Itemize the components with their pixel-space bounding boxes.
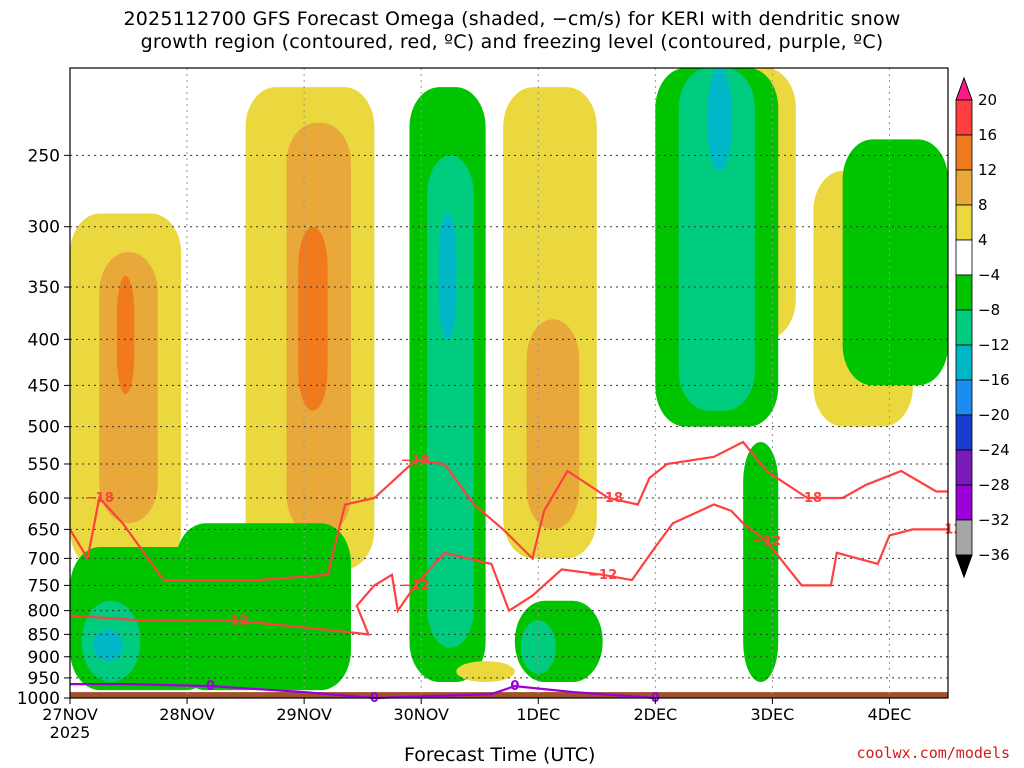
contour-label: 0 [510, 679, 519, 694]
x-tick-label: 2DEC [633, 705, 677, 724]
colorbar-segment [955, 274, 973, 311]
x-tick-label: 4DEC [868, 705, 912, 724]
colorbar-label: 4 [978, 231, 988, 249]
colorbar-label: −4 [978, 266, 1000, 284]
dgz-contour [69, 440, 948, 582]
contour-label: −12 [401, 578, 430, 593]
colorbar-label: 12 [978, 161, 997, 179]
x-tick-label: 29NOV [276, 705, 332, 724]
omega-shaded-region [678, 68, 755, 411]
colorbar-bottom-triangle [955, 554, 973, 579]
x-tick-sublabel: 2025 [50, 723, 91, 742]
ground-band [70, 692, 948, 698]
omega-shaded-region [526, 319, 580, 530]
dgz-contour [69, 503, 948, 636]
colorbar-label: −12 [978, 336, 1010, 354]
y-tick-label: 900 [28, 648, 60, 668]
colorbar-label: −16 [978, 371, 1010, 389]
contour-label: −18 [793, 491, 822, 506]
x-axis-label: Forecast Time (UTC) [404, 744, 596, 766]
x-tick-label: 1DEC [516, 705, 560, 724]
omega-shaded-region [116, 275, 135, 395]
omega-shaded-region [520, 620, 556, 674]
contour-label: −12 [588, 568, 617, 583]
colorbar-segment [955, 134, 973, 171]
omega-shaded-region [743, 442, 779, 683]
colorbar-segment [955, 484, 973, 521]
y-tick-label: 500 [28, 418, 60, 438]
y-tick-label: 400 [28, 330, 60, 350]
y-tick-label: 300 [28, 218, 60, 238]
plot-frame [69, 67, 949, 699]
y-tick-label: 850 [28, 625, 60, 645]
chart-title-line1: 2025112700 GFS Forecast Omega (shaded, −… [123, 8, 901, 30]
omega-shaded-region [298, 226, 328, 411]
y-tick-label: 650 [28, 520, 60, 540]
chart-title-line2: growth region (contoured, red, ºC) and f… [140, 31, 884, 53]
contour-label: −12 [752, 534, 781, 549]
colorbar-label: −32 [978, 511, 1010, 529]
x-tick-label: 30NOV [393, 705, 449, 724]
omega-shaded-region [708, 68, 732, 171]
contour-label: 0 [206, 679, 215, 694]
colorbar-label: −36 [978, 546, 1010, 564]
x-tick-label: 3DEC [751, 705, 795, 724]
colorbar-label: 16 [978, 126, 997, 144]
colorbar-segment [955, 169, 973, 206]
colorbar-label: −24 [978, 441, 1010, 459]
y-tick-label: 250 [28, 146, 60, 166]
colorbar-segment [955, 449, 973, 486]
omega-shaded-region [842, 139, 948, 386]
colorbar-label: −28 [978, 476, 1010, 494]
colorbar-segment [955, 239, 973, 276]
colorbar-label: −20 [978, 406, 1010, 424]
y-tick-label: 450 [28, 376, 60, 396]
omega-shaded-region [175, 523, 351, 691]
omega-shaded-region [456, 661, 515, 683]
y-tick-label: 550 [28, 455, 60, 475]
y-tick-label: 800 [28, 602, 60, 622]
colorbar-segment [955, 414, 973, 451]
colorbar-segment [955, 519, 973, 556]
colorbar-segment [955, 99, 973, 136]
y-tick-label: 1000 [17, 689, 60, 709]
omega-shaded-region [438, 213, 457, 340]
contour-label: −18 [401, 453, 430, 468]
x-tick-label: 28NOV [159, 705, 215, 724]
y-tick-label: 750 [28, 576, 60, 596]
colorbar-label: 8 [978, 196, 988, 214]
contour-label: −18 [594, 491, 623, 506]
contour-label: −18 [85, 491, 114, 506]
colorbar-segment [955, 344, 973, 381]
colorbar-segment [955, 309, 973, 346]
y-tick-label: 950 [28, 669, 60, 689]
y-tick-label: 600 [28, 489, 60, 509]
colorbar-label: −8 [978, 301, 1000, 319]
colorbar-top-triangle [955, 76, 973, 101]
x-tick-label: 27NOV [42, 705, 98, 724]
omega-shaded-region [93, 629, 123, 662]
colorbar-label: 20 [978, 91, 997, 109]
credit-link[interactable]: coolwx.com/models [856, 744, 1010, 762]
y-tick-label: 700 [28, 549, 60, 569]
y-tick-label: 350 [28, 278, 60, 298]
colorbar-segment [955, 379, 973, 416]
colorbar-segment [955, 204, 973, 241]
contour-label: −12 [219, 613, 248, 628]
